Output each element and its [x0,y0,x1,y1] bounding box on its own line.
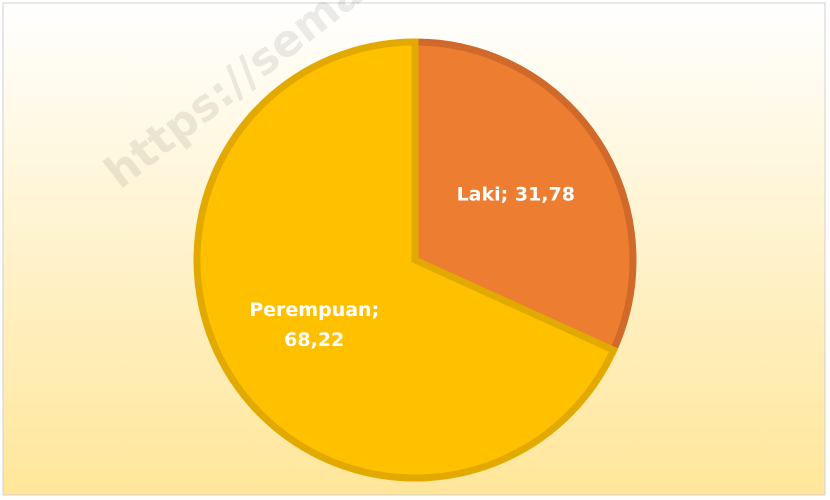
data-label: Perempuan; 68,22 [249,298,379,350]
pie-slice [411,38,637,355]
data-label: Laki; 31,78 [457,184,575,206]
pie [193,38,637,482]
labels: Laki; 31,78 Perempuan; 68,22 [249,184,575,351]
pie-slice [193,38,619,482]
